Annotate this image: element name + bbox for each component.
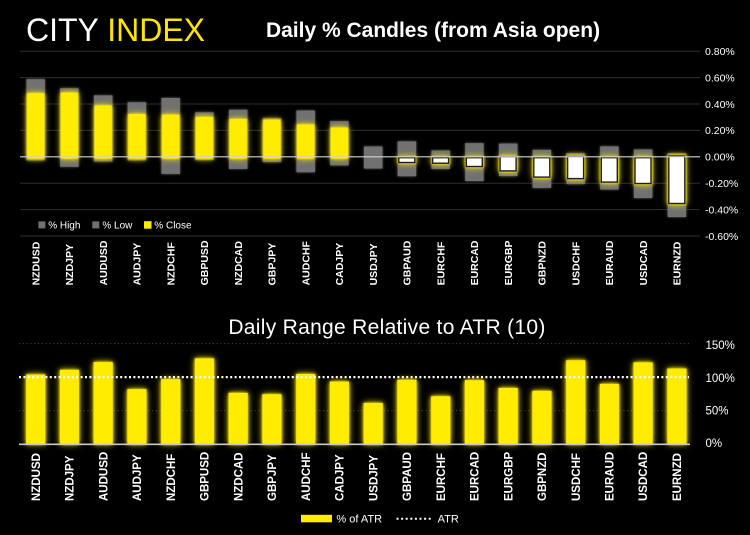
svg-text:EURAUD: EURAUD — [605, 452, 617, 501]
svg-text:50%: 50% — [706, 405, 729, 417]
svg-text:GBPAUD: GBPAUD — [402, 240, 414, 285]
svg-text:0.00%: 0.00% — [705, 152, 735, 164]
svg-text:NZDUSD: NZDUSD — [31, 453, 43, 501]
svg-text:GBPAUD: GBPAUD — [402, 452, 414, 501]
svg-text:NZDJPY: NZDJPY — [64, 244, 76, 285]
svg-text:EURGBP: EURGBP — [503, 451, 515, 501]
svg-text:AUDUSD: AUDUSD — [98, 240, 110, 285]
svg-text:0.20%: 0.20% — [705, 125, 735, 137]
svg-text:CADJPY: CADJPY — [335, 454, 347, 501]
svg-text:EURGBP: EURGBP — [503, 240, 515, 285]
svg-text:EURCAD: EURCAD — [470, 452, 482, 501]
svg-text:USDCAD: USDCAD — [638, 240, 650, 285]
svg-text:AUDJPY: AUDJPY — [132, 454, 144, 501]
svg-text:AUDCHF: AUDCHF — [301, 452, 313, 501]
svg-text:AUDCHF: AUDCHF — [301, 240, 313, 285]
svg-text:% of ATR: % of ATR — [336, 514, 382, 526]
svg-text:GBPUSD: GBPUSD — [200, 452, 212, 501]
svg-text:EURNZD: EURNZD — [672, 241, 684, 285]
svg-text:GBPUSD: GBPUSD — [199, 240, 211, 285]
svg-text:% High: % High — [48, 221, 80, 232]
svg-text:% Low: % Low — [102, 221, 133, 232]
svg-text:-0.60%: -0.60% — [705, 231, 738, 243]
svg-text:EURCHF: EURCHF — [436, 241, 448, 285]
svg-text:0.80%: 0.80% — [705, 46, 735, 58]
svg-text:NZDCHF: NZDCHF — [166, 454, 178, 501]
svg-text:GBPNZD: GBPNZD — [537, 241, 549, 286]
svg-text:EURAUD: EURAUD — [604, 240, 616, 285]
svg-text:-0.20%: -0.20% — [705, 178, 738, 190]
svg-text:CADJPY: CADJPY — [334, 243, 346, 286]
svg-text:100%: 100% — [706, 373, 735, 385]
svg-text:NZDCAD: NZDCAD — [233, 452, 245, 501]
svg-text:0%: 0% — [706, 438, 723, 450]
svg-text:GBPJPY: GBPJPY — [267, 454, 279, 501]
svg-text:NZDJPY: NZDJPY — [65, 455, 77, 501]
svg-text:NZDCHF: NZDCHF — [166, 242, 178, 286]
svg-text:USDJPY: USDJPY — [368, 455, 380, 501]
svg-text:EURCHF: EURCHF — [436, 453, 448, 501]
svg-text:% Close: % Close — [154, 221, 192, 232]
svg-text:GBPNZD: GBPNZD — [537, 452, 549, 501]
svg-text:0.60%: 0.60% — [705, 72, 735, 84]
svg-text:EURNZD: EURNZD — [672, 453, 684, 501]
svg-text:USDJPY: USDJPY — [368, 243, 380, 285]
svg-text:USDCHF: USDCHF — [571, 241, 583, 285]
svg-text:AUDUSD: AUDUSD — [98, 452, 110, 501]
svg-text:USDCAD: USDCAD — [638, 452, 650, 501]
svg-text:0.40%: 0.40% — [705, 99, 735, 111]
svg-text:NZDCAD: NZDCAD — [233, 241, 245, 286]
svg-text:EURCAD: EURCAD — [469, 240, 481, 285]
svg-text:AUDJPY: AUDJPY — [132, 243, 144, 286]
svg-text:150%: 150% — [706, 340, 735, 352]
svg-text:-0.40%: -0.40% — [705, 204, 738, 216]
svg-text:NZDUSD: NZDUSD — [31, 241, 43, 285]
svg-text:ATR: ATR — [438, 514, 459, 526]
svg-text:USDCHF: USDCHF — [571, 453, 583, 501]
svg-text:GBPJPY: GBPJPY — [267, 243, 279, 286]
